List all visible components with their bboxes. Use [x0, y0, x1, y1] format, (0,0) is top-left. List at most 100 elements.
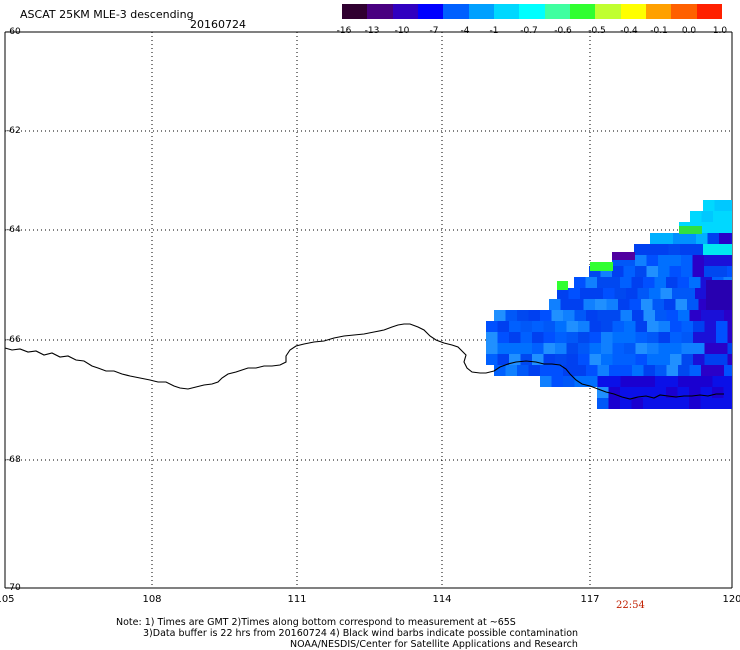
swath-cell [586, 365, 598, 376]
swath-cell [649, 288, 661, 299]
swath-cell [689, 277, 701, 288]
swath-cell [520, 343, 532, 354]
swath-cell [712, 376, 724, 387]
swath-cell [666, 277, 678, 288]
colorbar-segment [367, 4, 393, 19]
swath-cell [695, 288, 707, 299]
swath-cell [618, 299, 630, 310]
longitude-label: 120 [722, 594, 740, 605]
plot-date: 20160724 [190, 18, 246, 31]
swath-cell [689, 387, 701, 398]
swath-cell [517, 310, 529, 321]
swath-cell [597, 376, 609, 387]
swath-cell [675, 299, 687, 310]
swath-cell [669, 255, 681, 266]
swath-cell [591, 288, 603, 299]
swath-cell [494, 365, 506, 376]
swath-cell [608, 277, 620, 288]
swath-cell [704, 354, 716, 365]
swath-cell [660, 288, 672, 299]
longitude-label: 111 [287, 594, 307, 605]
latitude-label: -62 [6, 126, 21, 136]
swath-cell [641, 299, 653, 310]
swath-cell [643, 387, 655, 398]
swath-cell [666, 398, 678, 409]
swath-cell [557, 281, 568, 290]
swath-cell [635, 321, 647, 332]
swath-cell [632, 365, 644, 376]
swath-cell [568, 288, 580, 299]
longitude-label: 105 [0, 594, 15, 605]
swath-cell [704, 266, 716, 277]
swath-cell [601, 332, 613, 343]
swath-cell [597, 310, 609, 321]
swath-cell [707, 233, 719, 244]
colorbar [342, 4, 722, 19]
swath-cell [664, 299, 676, 310]
swath-cell [620, 387, 632, 398]
swath-cell [540, 310, 552, 321]
swath-cell [693, 332, 705, 343]
swath-cell [486, 332, 498, 343]
swath-cell [712, 398, 724, 409]
swath-cell [704, 255, 716, 266]
swath-cell [693, 354, 705, 365]
swath-cell [715, 266, 727, 277]
swath-cell [654, 387, 666, 398]
swath-cell [486, 321, 498, 332]
footnote-line-2: 3)Data buffer is 22 hrs from 20160724 4)… [143, 628, 579, 639]
swath-cell [543, 354, 555, 365]
swath-cell [681, 255, 693, 266]
latitude-label: -64 [6, 225, 21, 235]
swath-cell [635, 255, 647, 266]
swath-cell [687, 299, 699, 310]
swath-cell [586, 376, 598, 387]
swath-cell [680, 244, 692, 255]
swath-cell [595, 299, 607, 310]
swath-cell [654, 277, 666, 288]
swath-cell [612, 321, 624, 332]
latitude-label: -70 [6, 583, 21, 593]
swath-cell [716, 343, 728, 354]
swath-cell [677, 398, 689, 409]
swath-cell [645, 244, 657, 255]
swath-cell [624, 354, 636, 365]
swath-cell [727, 343, 732, 354]
swath-cell [715, 255, 727, 266]
swath-cell [658, 255, 670, 266]
colorbar-segment [392, 4, 418, 19]
swath-cell [585, 277, 597, 288]
swath-cell [666, 376, 678, 387]
swath-cell [706, 280, 732, 310]
swath-cell [549, 299, 561, 310]
colorbar-segment [696, 4, 722, 19]
swath-cell [532, 343, 544, 354]
swath-cell [700, 387, 712, 398]
colorbar-tick-label: -16 [336, 26, 352, 36]
swath-cell [609, 376, 621, 387]
swath-cell [719, 233, 731, 244]
swath-cell [681, 266, 693, 277]
swath-cell [557, 288, 569, 299]
swath-cell [612, 266, 624, 277]
swath-cell [650, 233, 662, 244]
swath-cell [643, 398, 655, 409]
swath-cell [632, 310, 644, 321]
colorbar-tick-label: -1 [489, 26, 499, 36]
swath-cell [574, 365, 586, 376]
swath-cell [589, 332, 601, 343]
swath-cell [730, 233, 732, 244]
colorbar-tick-label: -13 [364, 26, 380, 36]
swath-cell [509, 321, 521, 332]
swath-cell [678, 365, 690, 376]
swath-cell [724, 376, 732, 387]
swath-cell [612, 354, 624, 365]
swath-cell [678, 376, 690, 387]
colorbar-segment [595, 4, 621, 19]
colorbar-segment [468, 4, 494, 19]
colorbar-tick-label: -0.7 [520, 26, 538, 36]
swath-cell [528, 310, 540, 321]
swath-cell [486, 354, 498, 365]
swath-cell [497, 343, 509, 354]
swath-cell [681, 343, 693, 354]
